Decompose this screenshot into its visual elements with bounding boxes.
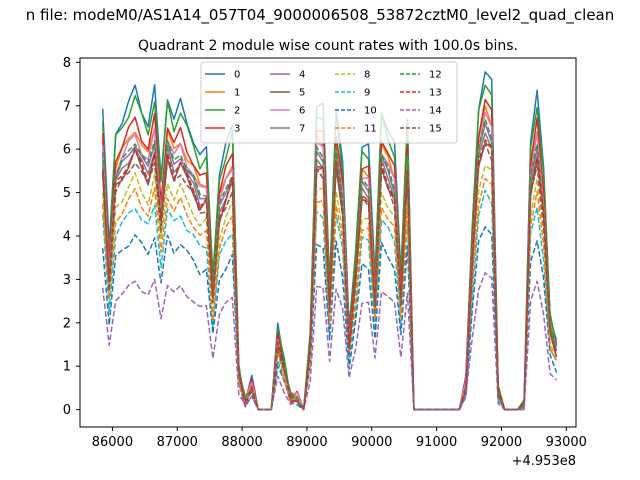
series-line-10 [101,226,558,411]
legend-label-8: 8 [364,70,370,81]
legend-label-14: 14 [429,106,442,117]
y-tick-label: 5 [63,186,71,201]
plot-lines [101,71,558,411]
y-tick-label: 3 [63,273,71,288]
axes: 86000 87000 88000 89000 90000 91000 92000 93000… [63,56,587,469]
series-line-15 [101,142,558,411]
legend-label-5: 5 [299,88,305,99]
x-offset-label: +4.953e8 [512,454,576,469]
series-line-14 [101,272,558,411]
x-tick-label: 92000 [481,435,522,450]
y-tick-label: 7 [63,99,71,114]
legend-label-1: 1 [234,88,240,99]
x-tick-label: 88000 [221,435,262,450]
legend-label-11: 11 [364,124,377,135]
axes-frame [79,57,577,428]
x-tick-label: 89000 [286,435,327,450]
legend-label-15: 15 [429,124,442,135]
legend-label-9: 9 [364,88,370,99]
x-tick-label: 87000 [157,435,198,450]
series-line-8 [101,164,558,411]
legend-box [200,61,458,144]
y-tick-label: 8 [63,56,71,71]
legend-label-10: 10 [364,106,377,117]
legend-label-13: 13 [429,88,442,99]
y-tick-label: 6 [63,143,71,158]
x-tick-label: 90000 [351,435,392,450]
legend-label-3: 3 [234,124,240,135]
legend-label-6: 6 [299,106,305,117]
y-tick-label: 4 [63,229,71,244]
legend-label-4: 4 [299,70,305,81]
series-line-12 [101,118,558,411]
legend-label-0: 0 [234,70,240,81]
x-tick-label: 91000 [416,435,457,450]
x-tick-label: 86000 [92,435,133,450]
legend-label-12: 12 [429,70,442,81]
legend-label-2: 2 [234,106,240,117]
y-tick-label: 1 [63,360,71,375]
figure-suptitle: n file: modeM0/AS1A14_057T04_9000006508_… [26,6,615,25]
x-tick-label: 93000 [546,435,587,450]
y-tick-label: 0 [63,403,71,418]
legend-label-7: 7 [299,124,305,135]
y-tick-label: 2 [63,316,71,331]
chart-title: Quadrant 2 module wise count rates with … [138,38,518,54]
series-line-11 [101,177,558,411]
